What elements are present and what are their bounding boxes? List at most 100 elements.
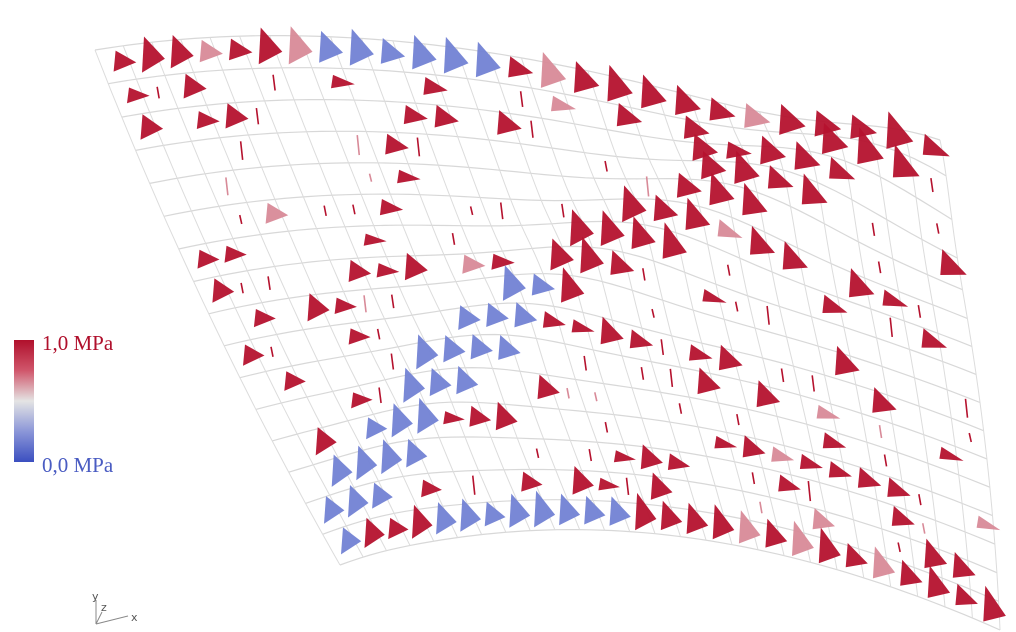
stress-glyph	[712, 504, 735, 540]
stress-glyph	[341, 527, 362, 555]
stress-line	[968, 432, 973, 443]
stress-glyph	[609, 496, 631, 526]
stress-glyph	[779, 104, 806, 135]
stress-glyph	[443, 36, 469, 74]
stress-glyph	[334, 297, 357, 314]
stress-glyph	[551, 95, 576, 112]
stress-glyph	[886, 111, 914, 149]
stress-glyph	[939, 446, 964, 461]
stress-glyph	[675, 84, 701, 115]
stress-glyph	[372, 482, 393, 509]
stress-glyph	[436, 502, 457, 535]
stress-glyph	[348, 485, 369, 518]
stress-glyph	[584, 495, 606, 525]
stress-glyph	[429, 368, 452, 397]
stress-glyph	[258, 27, 283, 65]
stress-line	[811, 375, 815, 392]
stress-glyph	[726, 141, 752, 159]
stress-glyph	[887, 477, 911, 497]
stress-glyph	[225, 103, 249, 129]
stress-line	[239, 141, 244, 160]
stress-line	[669, 368, 674, 388]
stress-glyph	[616, 103, 643, 127]
stress-glyph	[364, 517, 385, 548]
stress-glyph	[469, 405, 492, 427]
stress-glyph	[460, 498, 481, 532]
stress-glyph	[782, 241, 808, 270]
stress-glyph	[571, 319, 595, 333]
mesh-line	[655, 86, 785, 556]
axis-z: z	[101, 601, 107, 614]
stress-glyph	[348, 259, 372, 282]
stress-line	[323, 205, 327, 217]
stress-glyph	[709, 172, 735, 206]
stress-glyph	[814, 110, 842, 137]
stress-glyph	[857, 127, 884, 165]
stress-glyph	[574, 61, 600, 93]
stress-glyph	[891, 505, 915, 526]
stress-line	[883, 454, 888, 467]
stress-glyph	[197, 249, 220, 269]
stress-glyph	[738, 510, 761, 544]
mesh-line	[794, 117, 892, 587]
stress-glyph	[462, 254, 486, 274]
stress-glyph	[498, 335, 521, 360]
stress-glyph	[845, 543, 868, 568]
stress-glyph	[199, 39, 223, 63]
stress-line	[918, 494, 922, 506]
stress-line	[678, 403, 683, 414]
stress-glyph	[685, 197, 711, 230]
stress-glyph	[976, 515, 1001, 531]
stress-glyph	[828, 461, 852, 478]
stress-glyph	[662, 222, 687, 259]
stress-glyph	[850, 114, 877, 139]
stress-glyph	[315, 427, 337, 456]
stress-glyph	[940, 249, 967, 275]
stress-line	[921, 523, 926, 534]
stress-glyph	[170, 35, 194, 69]
stress-glyph	[683, 115, 710, 139]
stress-glyph	[822, 122, 849, 154]
stress-glyph	[486, 302, 509, 327]
stress-glyph	[417, 397, 439, 434]
stress-glyph	[631, 216, 656, 249]
stress-line	[240, 282, 244, 294]
stress-line	[356, 135, 361, 156]
stress-glyph	[610, 250, 635, 275]
stress-glyph	[319, 30, 343, 63]
stress-glyph	[613, 450, 636, 463]
stress-line	[751, 472, 756, 485]
stress-glyph	[397, 169, 421, 184]
mesh-line	[759, 111, 865, 578]
mesh-line	[239, 36, 459, 538]
stress-glyph	[717, 219, 743, 238]
stress-glyph	[284, 371, 306, 391]
stress-glyph	[792, 520, 814, 556]
stress-glyph	[458, 305, 481, 330]
stress-glyph	[376, 263, 400, 278]
stress-line	[759, 501, 763, 514]
stress-glyph	[331, 74, 355, 89]
stress-line	[583, 355, 587, 371]
stress-glyph	[822, 294, 848, 313]
stress-glyph	[829, 156, 856, 180]
stress-glyph	[356, 445, 378, 481]
mesh-line	[122, 45, 364, 558]
stress-glyph	[142, 36, 165, 73]
stress-glyph	[676, 172, 702, 198]
stress-line	[530, 120, 534, 138]
stress-glyph	[363, 233, 387, 246]
stress-glyph	[598, 477, 620, 491]
mesh-line	[392, 40, 581, 530]
mesh-line	[94, 49, 341, 566]
axis-x: x	[131, 611, 138, 624]
stress-glyph	[702, 289, 727, 303]
mesh-line	[520, 57, 681, 537]
stress-glyph	[801, 173, 828, 205]
stress-glyph	[924, 538, 948, 569]
stress-glyph	[734, 150, 760, 184]
stress-glyph	[229, 38, 253, 61]
stress-glyph	[456, 365, 479, 395]
stress-line	[469, 206, 474, 216]
